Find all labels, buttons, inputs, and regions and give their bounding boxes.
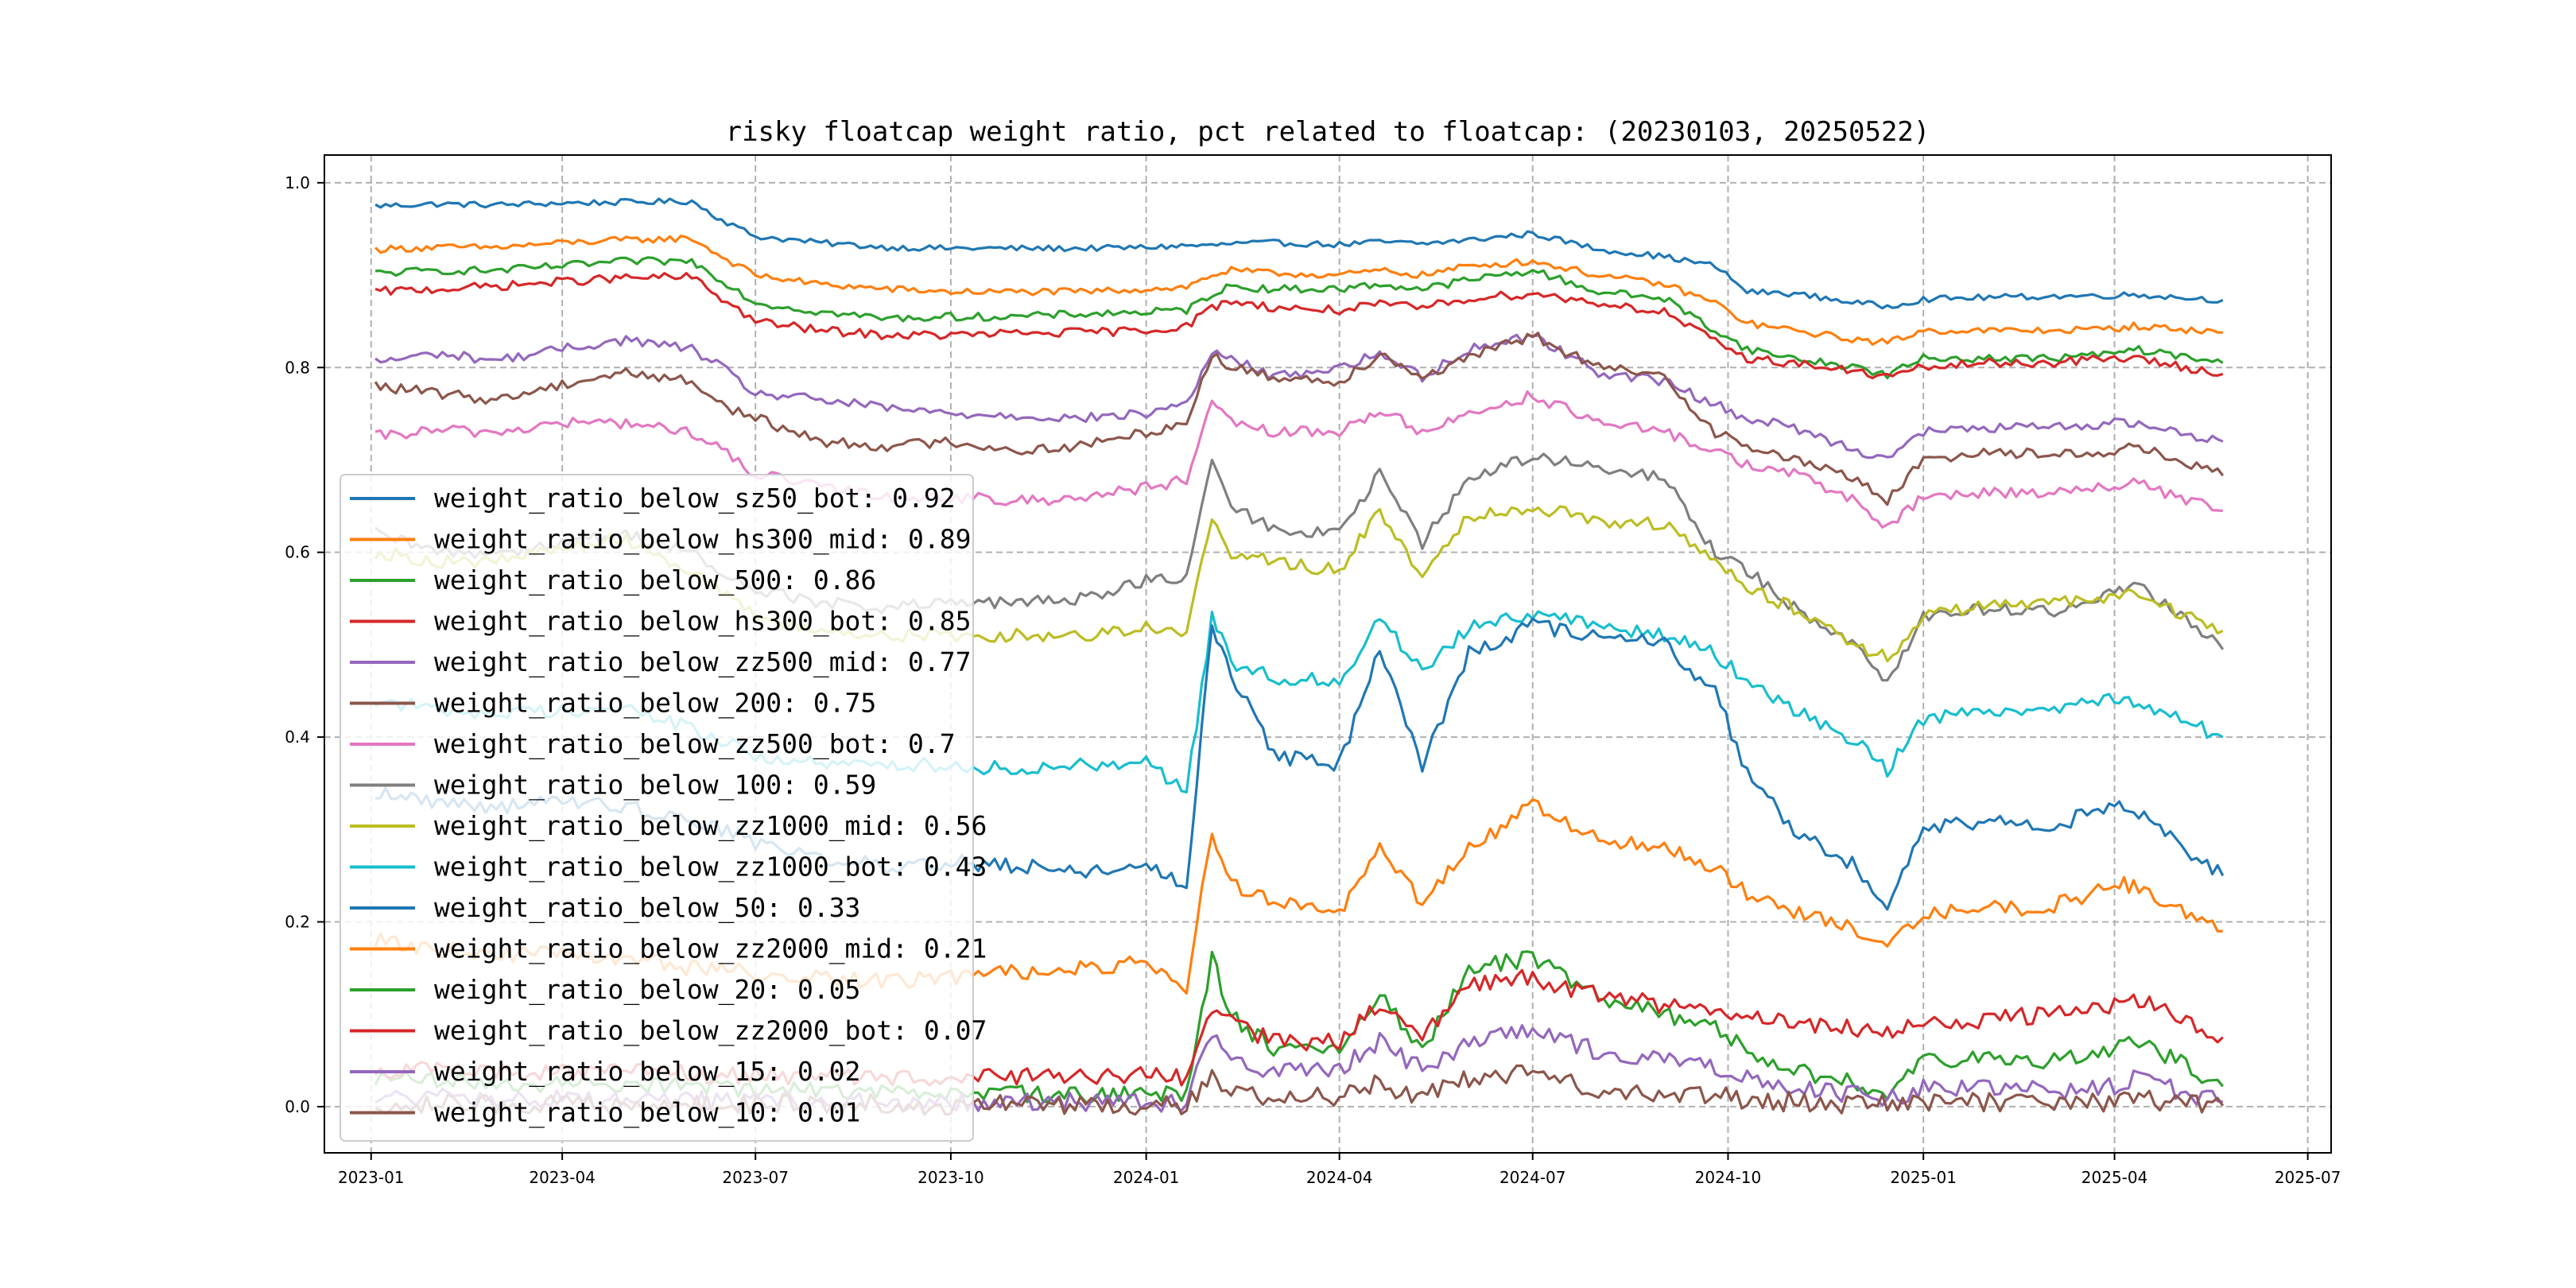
x-tick-label: 2023-01 (338, 1168, 405, 1187)
legend-label: weight_ratio_below_100: 0.59 (434, 770, 876, 801)
legend: weight_ratio_below_sz50_bot: 0.92 weight_… (339, 474, 987, 1142)
legend-label: weight_ratio_below_15: 0.02 (434, 1056, 860, 1088)
legend-label: weight_ratio_below_zz500_bot: 0.7 (434, 728, 956, 760)
y-tick-label: 1.0 (285, 173, 310, 192)
series-line (374, 235, 2223, 346)
legend-label: weight_ratio_below_20: 0.05 (434, 974, 860, 1006)
y-axis: 0.0 0.2 0.4 0.6 0.8 1.0 (285, 173, 324, 1116)
legend-box (339, 474, 974, 1142)
series-line (374, 197, 2224, 310)
x-tick-label: 2024-01 (1113, 1168, 1180, 1187)
y-tick-label: 0.8 (285, 358, 310, 377)
legend-label: weight_ratio_below_10: 0.01 (434, 1097, 860, 1129)
legend-label: weight_ratio_below_zz2000_bot: 0.07 (434, 1015, 987, 1047)
legend-label: weight_ratio_below_zz2000_mid: 0.21 (434, 933, 987, 965)
y-tick-label: 0.6 (285, 543, 310, 562)
plot-frame (324, 154, 2332, 1154)
legend-label: weight_ratio_below_sz50_bot: 0.92 (434, 483, 956, 514)
x-tick-label: 2025-07 (2275, 1168, 2341, 1187)
y-tick-label: 0.2 (285, 912, 310, 931)
legend-label: weight_ratio_below_zz1000_bot: 0.43 (434, 852, 987, 883)
x-tick-label: 2024-04 (1306, 1168, 1373, 1187)
legend-label: weight_ratio_below_zz1000_mid: 0.56 (434, 810, 987, 842)
x-tick-label: 2023-10 (918, 1168, 984, 1187)
x-tick-label: 2023-04 (529, 1168, 596, 1187)
x-tick-label: 2024-07 (1499, 1168, 1566, 1187)
legend-label: weight_ratio_below_zz500_mid: 0.77 (434, 646, 972, 678)
series-line (375, 256, 2224, 380)
legend-label: weight_ratio_below_500: 0.86 (434, 564, 876, 596)
legend-label: weight_ratio_below_200: 0.75 (434, 688, 876, 720)
series-line (374, 333, 2224, 460)
x-tick-label: 2023-07 (722, 1168, 789, 1187)
x-tick-label: 2025-01 (1890, 1168, 1957, 1187)
legend-label: weight_ratio_below_hs300_bot: 0.85 (434, 606, 972, 638)
y-tick-label: 0.0 (285, 1097, 310, 1116)
x-axis: 2023-01 2023-04 2023-07 2023-10 2024-01 2024-… (338, 1153, 2341, 1187)
series-line (374, 390, 2223, 529)
chart-title: risky floatcap weight ratio, pct related… (726, 116, 1930, 148)
y-tick-label: 0.4 (285, 727, 310, 747)
series-line (374, 272, 2224, 380)
x-tick-label: 2024-10 (1695, 1168, 1762, 1187)
legend-label: weight_ratio_below_hs300_mid: 0.89 (434, 524, 972, 556)
x-tick-label: 2025-04 (2081, 1168, 2148, 1187)
legend-label: weight_ratio_below_50: 0.33 (434, 892, 860, 924)
series-line (374, 332, 2225, 506)
